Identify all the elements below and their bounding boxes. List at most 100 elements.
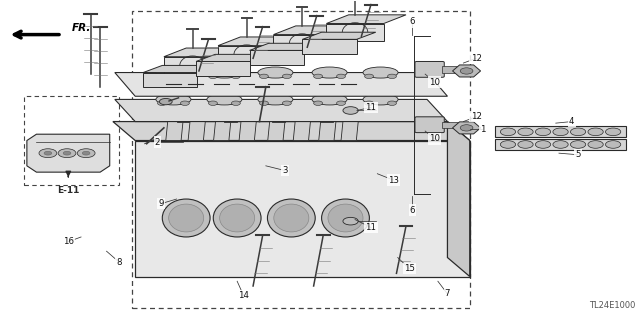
Text: 13: 13 [388, 175, 399, 185]
FancyBboxPatch shape [415, 117, 444, 133]
Circle shape [314, 74, 323, 78]
Circle shape [209, 101, 218, 105]
Polygon shape [320, 71, 333, 122]
Text: TL24E1000: TL24E1000 [589, 301, 636, 310]
Polygon shape [214, 122, 231, 141]
Circle shape [605, 128, 621, 136]
Circle shape [570, 141, 586, 148]
Polygon shape [166, 122, 183, 141]
Polygon shape [303, 32, 376, 39]
Circle shape [180, 101, 189, 105]
Text: 15: 15 [404, 264, 415, 273]
Text: 16: 16 [63, 237, 74, 246]
Ellipse shape [363, 67, 398, 78]
Polygon shape [143, 65, 216, 72]
Circle shape [553, 141, 568, 148]
Circle shape [44, 151, 52, 155]
Text: 1: 1 [480, 125, 485, 134]
Ellipse shape [156, 67, 191, 78]
Text: 10: 10 [429, 78, 440, 86]
Ellipse shape [258, 67, 293, 78]
Polygon shape [135, 141, 470, 277]
Polygon shape [188, 122, 205, 141]
FancyBboxPatch shape [415, 62, 444, 77]
Circle shape [39, 149, 57, 158]
Polygon shape [273, 26, 353, 34]
Polygon shape [293, 122, 310, 141]
Polygon shape [164, 57, 221, 74]
Circle shape [536, 128, 550, 136]
Circle shape [388, 101, 396, 105]
Ellipse shape [163, 199, 210, 237]
Circle shape [365, 101, 374, 105]
Circle shape [157, 101, 166, 105]
Polygon shape [326, 15, 406, 24]
Text: 6: 6 [410, 206, 415, 215]
Polygon shape [495, 139, 626, 150]
Circle shape [343, 217, 358, 225]
Text: 8: 8 [116, 258, 122, 267]
Ellipse shape [274, 204, 309, 232]
Circle shape [388, 74, 396, 78]
Circle shape [209, 74, 218, 78]
Polygon shape [196, 54, 269, 62]
Circle shape [605, 141, 621, 148]
Text: 4: 4 [569, 117, 575, 126]
Circle shape [518, 141, 533, 148]
Text: 9: 9 [158, 199, 163, 208]
Polygon shape [452, 65, 481, 77]
Circle shape [159, 99, 172, 105]
Polygon shape [225, 71, 237, 122]
Circle shape [460, 125, 473, 131]
Ellipse shape [363, 94, 398, 105]
Text: 11: 11 [365, 103, 376, 112]
Ellipse shape [156, 94, 191, 105]
Ellipse shape [207, 67, 242, 78]
Polygon shape [273, 34, 331, 52]
Circle shape [282, 74, 291, 78]
Polygon shape [113, 122, 470, 141]
Polygon shape [250, 43, 323, 50]
Text: 12: 12 [470, 112, 482, 121]
Circle shape [83, 151, 90, 155]
Polygon shape [218, 37, 298, 46]
Ellipse shape [207, 94, 242, 105]
Text: E-11: E-11 [57, 186, 79, 195]
Ellipse shape [169, 204, 204, 232]
Text: 6: 6 [410, 18, 415, 26]
Ellipse shape [220, 204, 255, 232]
Ellipse shape [268, 199, 316, 237]
Polygon shape [326, 24, 384, 41]
Circle shape [259, 101, 268, 105]
Polygon shape [115, 100, 447, 122]
Polygon shape [442, 122, 461, 128]
Circle shape [500, 141, 516, 148]
Circle shape [553, 128, 568, 136]
Polygon shape [27, 134, 109, 172]
Circle shape [337, 101, 346, 105]
Circle shape [460, 68, 473, 74]
Circle shape [337, 74, 346, 78]
Text: FR.: FR. [72, 23, 91, 33]
Text: 14: 14 [238, 291, 249, 300]
Circle shape [58, 149, 76, 158]
Text: 7: 7 [445, 289, 450, 298]
Ellipse shape [213, 199, 261, 237]
Circle shape [314, 101, 323, 105]
Polygon shape [250, 50, 304, 65]
Ellipse shape [312, 67, 347, 78]
Polygon shape [303, 39, 356, 54]
Polygon shape [452, 122, 481, 134]
Text: 5: 5 [575, 150, 581, 159]
Circle shape [232, 74, 241, 78]
Circle shape [282, 101, 291, 105]
Polygon shape [164, 48, 244, 57]
Circle shape [518, 128, 533, 136]
Polygon shape [239, 122, 256, 141]
Circle shape [570, 128, 586, 136]
Polygon shape [177, 71, 189, 122]
Text: 12: 12 [470, 54, 482, 63]
Text: 10: 10 [429, 134, 440, 144]
Circle shape [157, 74, 166, 78]
Text: 3: 3 [282, 166, 288, 175]
